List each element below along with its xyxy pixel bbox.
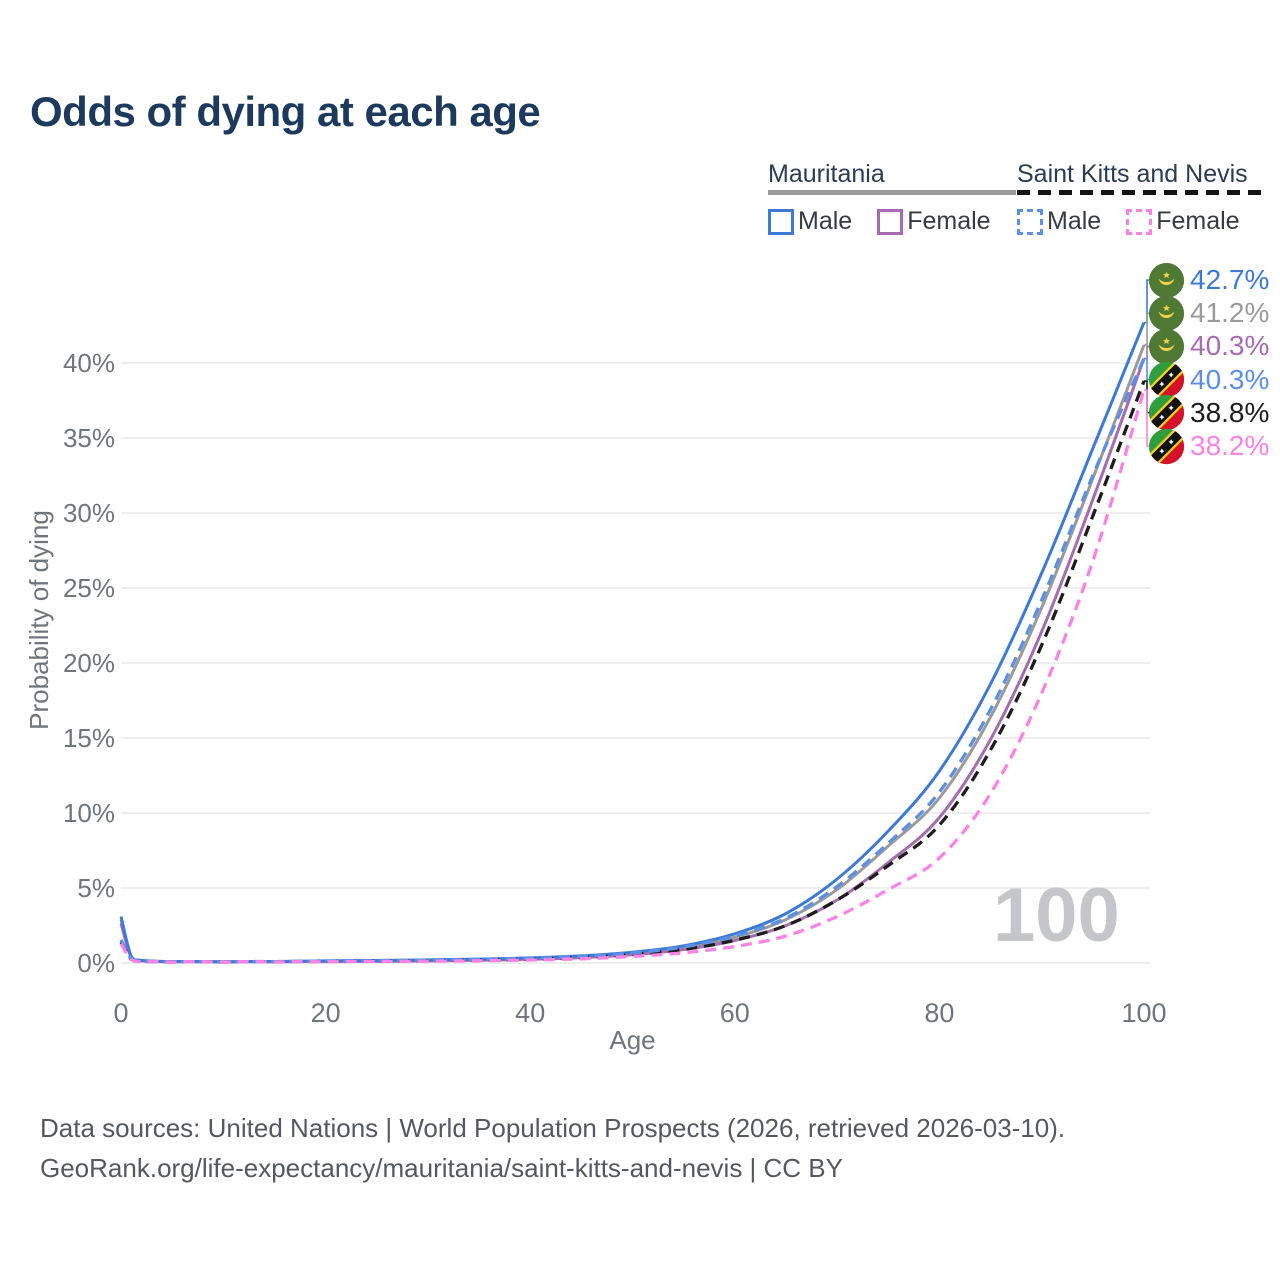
series-line-saint-kitts-and-nevis-both [119,380,1146,964]
series-line-saint-kitts-and-nevis-male [119,357,1146,964]
legend-group-saint-kitts-and-nevis: Saint Kitts and Nevis Male Female [1017,160,1265,236]
series-line-saint-kitts-and-nevis-female [119,389,1146,964]
mauritania-flag-icon [1148,262,1185,298]
end-label-value: 40.3% [1190,330,1270,362]
legend-item-label: Female [907,207,991,235]
y-tick-label: 5% [77,873,115,903]
x-tick-label: 40 [515,998,545,1028]
saint-kitts-and-nevis-flag-icon [1148,428,1185,464]
legend-swatch-mauritania-male [768,208,794,235]
legend-item-saint-kitts-and-nevis-female[interactable]: Female [1126,207,1240,236]
legend-item-label: Male [1047,207,1102,235]
series-line-mauritania-female [119,357,1146,964]
y-tick-label: 30% [63,498,115,528]
y-tick-label: 10% [63,798,115,828]
footer: Data sources: United Nations | World Pop… [40,1108,1065,1188]
page-title: Odds of dying at each age [30,88,541,135]
legend-item-mauritania-male[interactable]: Male [768,207,852,236]
legend-item-saint-kitts-and-nevis-male[interactable]: Male [1017,207,1101,236]
legend-swatch-mauritania-female [877,208,904,235]
legend-underline-mauritania [768,190,1016,195]
end-label-row-saint-kitts-and-nevis-both: 38.8% [1148,394,1269,432]
end-label-value: 40.3% [1190,363,1270,395]
x-tick-label: 0 [113,998,128,1028]
footer-url-line: GeoRank.org/life-expectancy/mauritania/s… [40,1153,843,1183]
age-watermark: 100 [993,873,1120,958]
end-label-row-mauritania-male: 42.7% [1148,261,1269,299]
end-label-value: 38.2% [1190,430,1270,461]
x-tick-label: 100 [1121,998,1166,1028]
y-tick-label: 15% [63,723,115,753]
y-tick-label: 40% [63,348,115,378]
legend-swatch-saint-kitts-and-nevis-female [1126,208,1153,235]
end-label-value: 42.7% [1190,264,1270,295]
y-axis-title: Probability of dying [24,510,54,730]
series-line-mauritania-male [119,321,1146,964]
end-label-row-saint-kitts-and-nevis-male: 40.3% [1148,361,1269,399]
end-label-value: 38.8% [1190,396,1270,428]
end-label-value: 41.2% [1190,297,1270,329]
legend-group-title-saint-kitts-and-nevis: Saint Kitts and Nevis [1017,160,1248,188]
mauritania-flag-icon [1148,295,1185,331]
legend-item-label: Male [798,207,853,235]
footer-source-line: Data sources: United Nations | World Pop… [40,1113,1066,1143]
legend-swatch-saint-kitts-and-nevis-male [1017,208,1043,235]
legend-underline-saint-kitts-and-nevis [1017,190,1265,195]
legend-item-mauritania-female[interactable]: Female [877,207,991,236]
end-label-row-mauritania-female: 40.3% [1148,327,1269,365]
y-tick-label: 35% [63,423,115,453]
saint-kitts-and-nevis-flag-icon [1148,362,1185,398]
end-label-row-mauritania-both: 41.2% [1148,294,1269,332]
x-tick-label: 80 [924,998,954,1028]
y-tick-label: 20% [63,648,115,678]
y-tick-label: 0% [77,948,115,978]
legend-group-title-mauritania: Mauritania [768,160,885,188]
legend-item-label: Female [1156,207,1240,235]
x-tick-label: 60 [720,998,750,1028]
x-axis-title: Age [609,1025,655,1055]
saint-kitts-and-nevis-flag-icon [1148,395,1185,431]
legend-group-mauritania: Mauritania Male Female [768,160,1016,236]
end-label-row-saint-kitts-and-nevis-female: 38.2% [1148,427,1269,465]
mauritania-flag-icon [1148,328,1185,364]
x-tick-label: 20 [311,998,341,1028]
y-tick-label: 25% [63,573,115,603]
